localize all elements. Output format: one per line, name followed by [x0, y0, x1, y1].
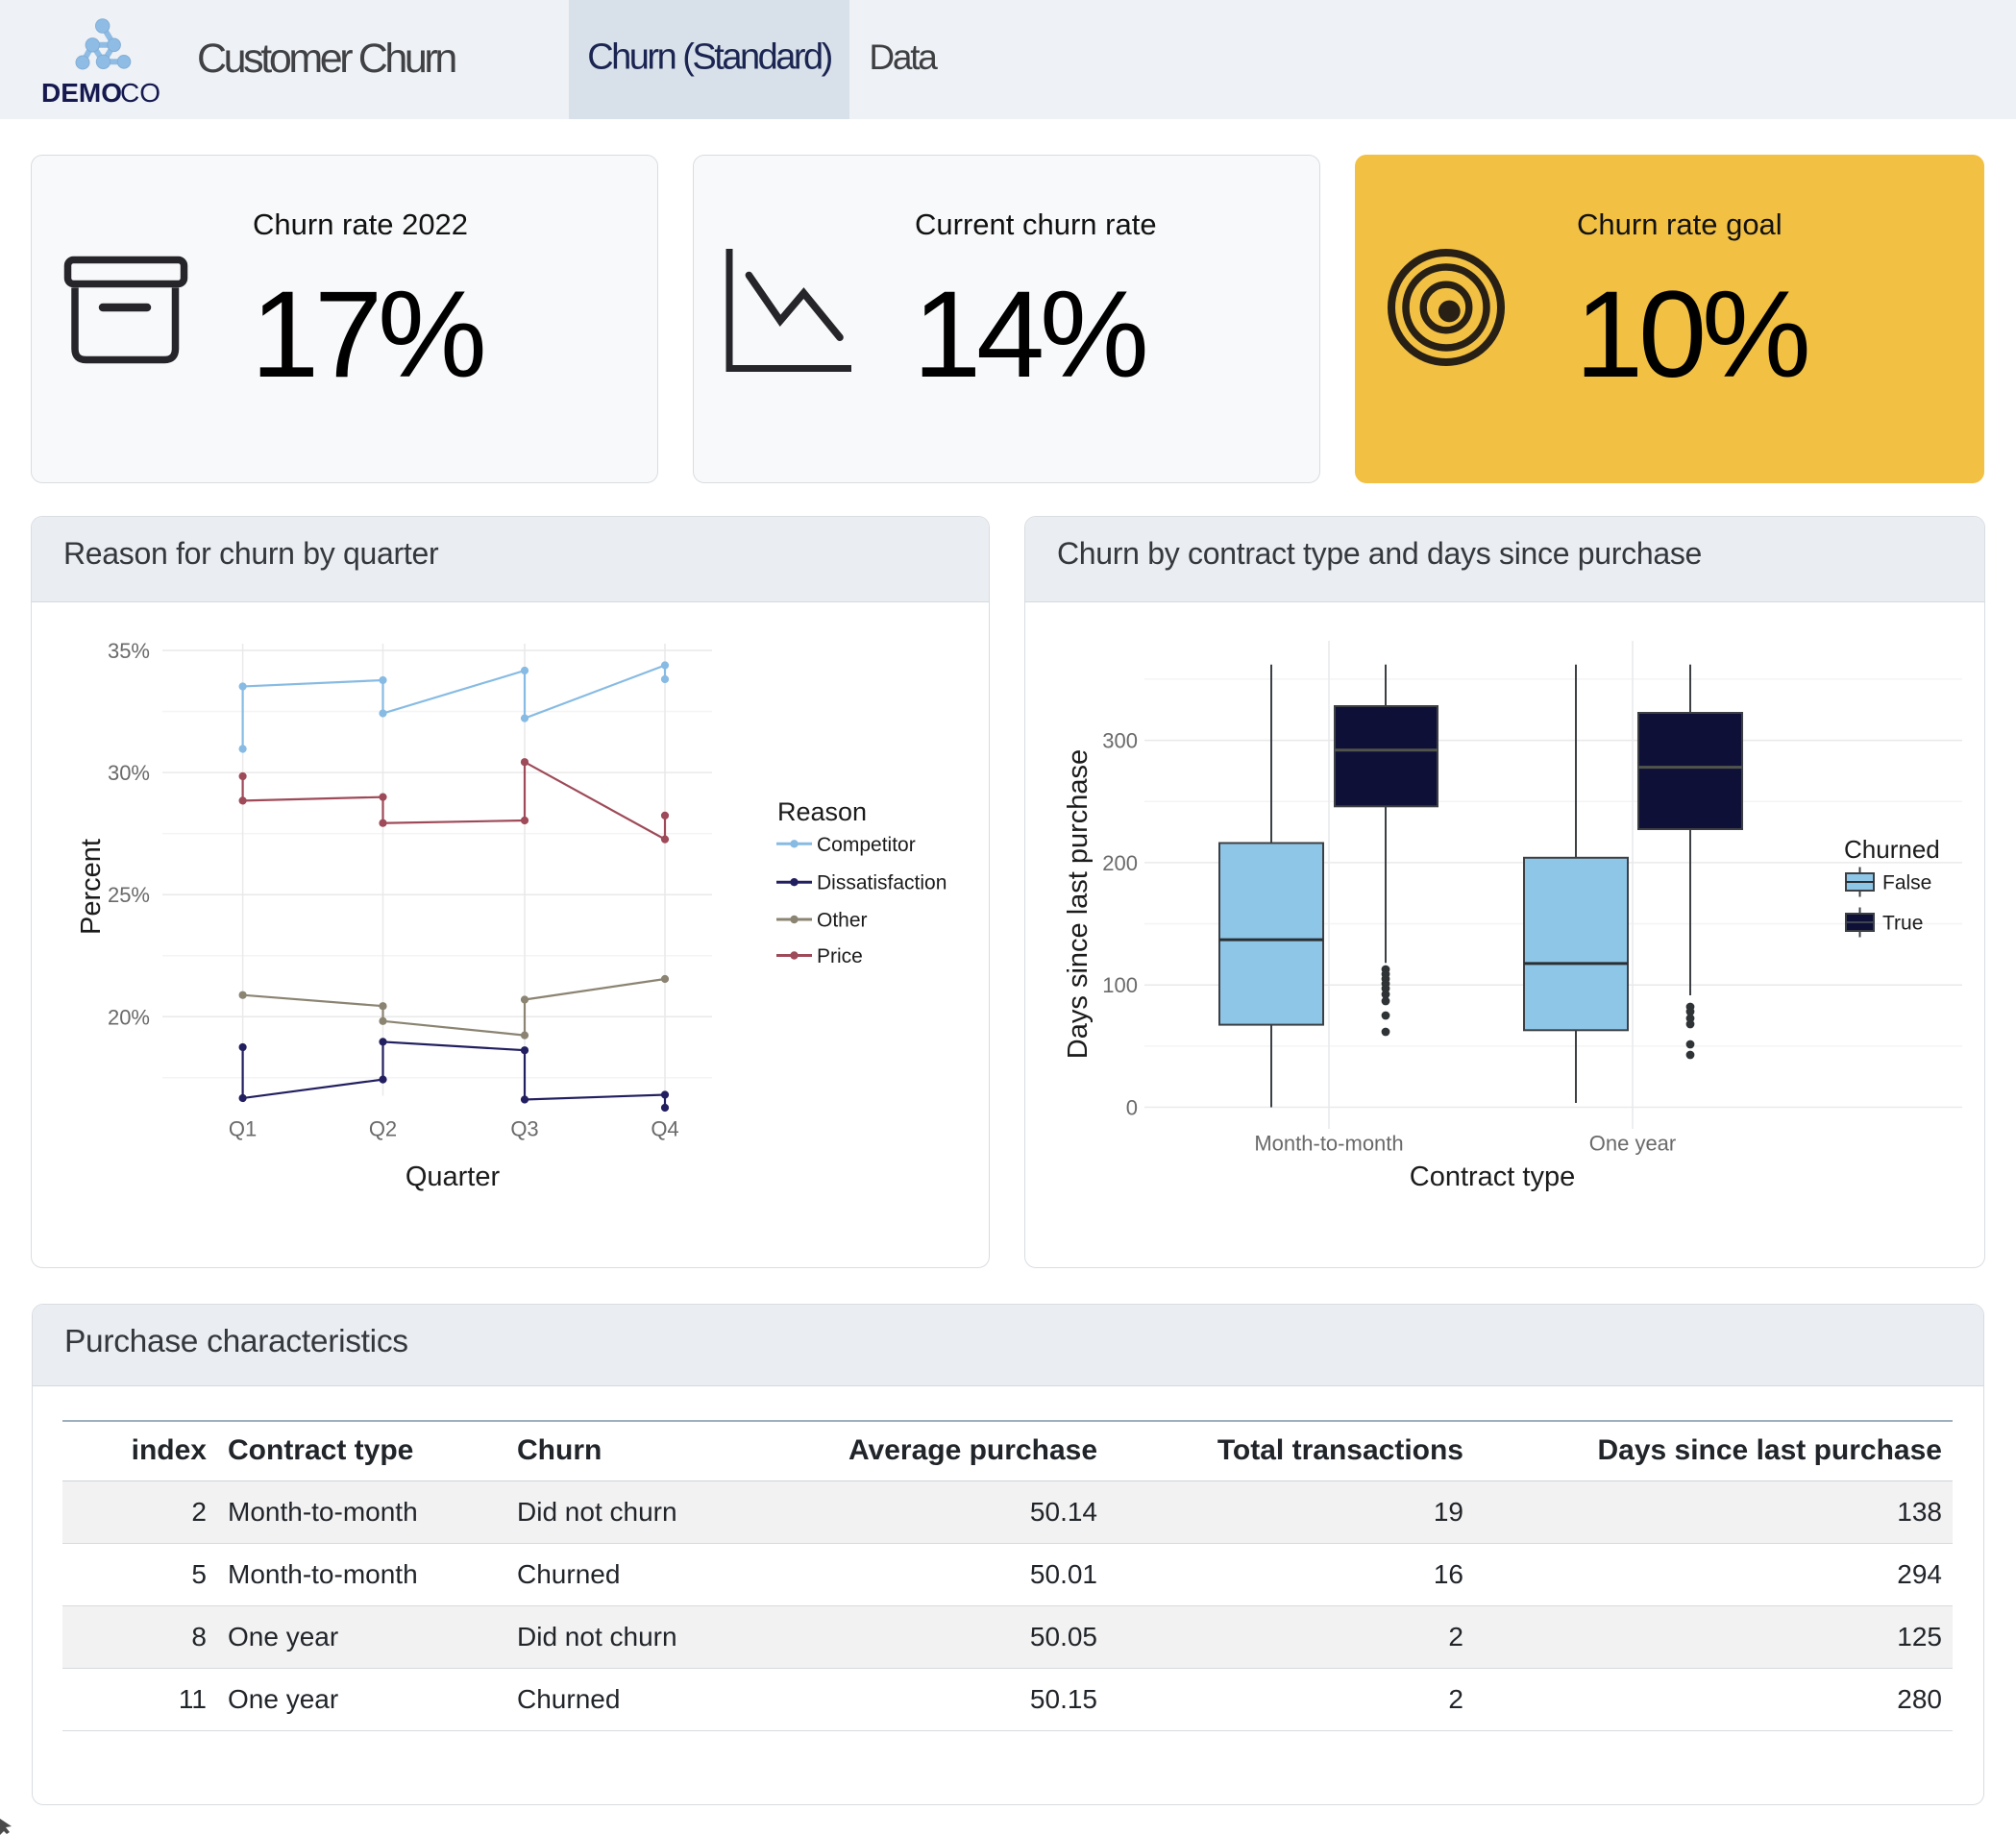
- svg-text:30%: 30%: [108, 761, 150, 785]
- svg-text:20%: 20%: [108, 1005, 150, 1029]
- svg-text:Q1: Q1: [229, 1117, 257, 1141]
- svg-text:Dissatisfaction: Dissatisfaction: [817, 872, 947, 894]
- svg-text:Reason: Reason: [777, 797, 867, 826]
- svg-text:Q3: Q3: [510, 1117, 538, 1141]
- svg-text:100: 100: [1102, 973, 1138, 997]
- svg-text:Q2: Q2: [369, 1117, 397, 1141]
- svg-text:Days since last purchase: Days since last purchase: [1063, 749, 1094, 1059]
- svg-text:DEMO: DEMO: [41, 78, 122, 108]
- svg-text:0: 0: [1126, 1096, 1138, 1120]
- svg-text:25%: 25%: [108, 883, 150, 907]
- svg-text:Contract type: Contract type: [1410, 1162, 1575, 1192]
- svg-text:Quarter: Quarter: [406, 1162, 501, 1192]
- svg-text:Churned: Churned: [1844, 835, 1940, 864]
- svg-text:300: 300: [1102, 729, 1138, 753]
- svg-text:False: False: [1882, 872, 1931, 894]
- svg-text:Competitor: Competitor: [817, 834, 916, 856]
- svg-text:35%: 35%: [108, 639, 150, 663]
- svg-text:200: 200: [1102, 851, 1138, 875]
- svg-text:Q4: Q4: [651, 1117, 678, 1141]
- svg-text:CO: CO: [120, 78, 160, 108]
- svg-text:Price: Price: [817, 945, 863, 967]
- svg-text:Month-to-month: Month-to-month: [1254, 1132, 1403, 1156]
- svg-text:Other: Other: [817, 910, 868, 932]
- svg-text:Percent: Percent: [76, 839, 107, 935]
- svg-text:True: True: [1882, 913, 1923, 935]
- svg-text:One year: One year: [1589, 1132, 1677, 1156]
